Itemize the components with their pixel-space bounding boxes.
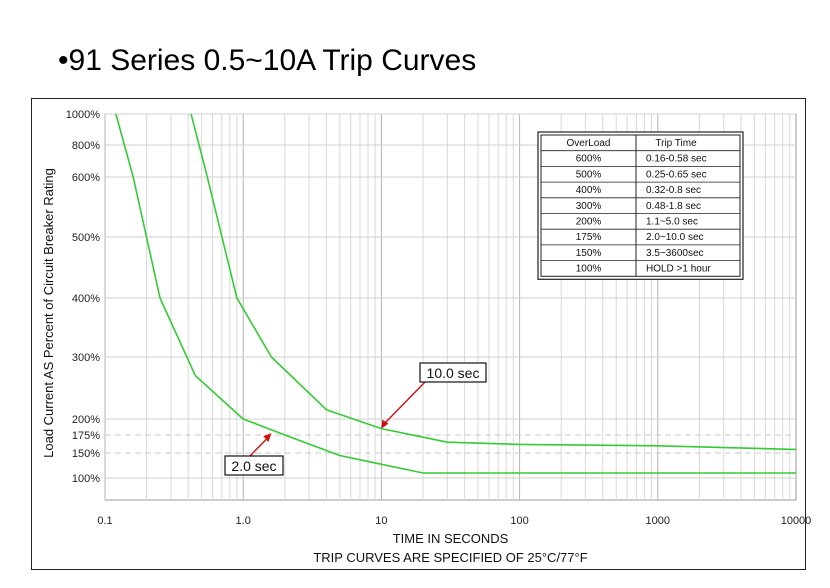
table-cell-overload: 400%: [576, 185, 602, 196]
y-tick-label: 800%: [72, 140, 100, 152]
y-axis-title: Load Current AS Percent of Circuit Break…: [41, 168, 56, 458]
table-header-overload: OverLoad: [567, 138, 611, 149]
callout-arrow-2-sec: [249, 435, 270, 457]
y-tick-label: 150%: [72, 448, 100, 460]
table-outer-border: [537, 131, 744, 280]
chart-frame: [31, 98, 806, 570]
table-cell-overload: 500%: [576, 169, 602, 180]
chart-title: •91 Series 0.5~10A Trip Curves: [58, 44, 477, 77]
callout-box-10-sec: [419, 362, 487, 383]
table-cell-trip-time: 2.0~10.0 sec: [646, 232, 704, 243]
table-cell-overload: 175%: [576, 232, 602, 243]
x-tick-label: 10000: [781, 515, 812, 527]
y-tick-label: 600%: [72, 172, 100, 184]
y-tick-label: 400%: [72, 293, 100, 305]
table-cell-trip-time: 0.48-1.8 sec: [646, 201, 701, 212]
table-cell-overload: 200%: [576, 217, 602, 228]
table-cell-overload: 300%: [576, 201, 602, 212]
curves: [115, 113, 797, 474]
y-tick-label: 500%: [72, 232, 100, 244]
callout-arrowhead-2-sec: [263, 433, 272, 443]
table-cell-overload: 150%: [576, 248, 602, 259]
table-cell-trip-time: 0.32-0.8 sec: [646, 185, 701, 196]
callout-arrow-10-sec: [382, 381, 426, 426]
annotations: 10.0 sec 2.0 sec: [224, 362, 487, 476]
trip-curve-line: [115, 113, 796, 474]
y-tick-label: 1000%: [66, 109, 100, 121]
table-cell-trip-time: HOLD >1 hour: [646, 264, 711, 275]
x-tick-label: 0.1: [97, 515, 112, 527]
y-tick-label: 300%: [72, 352, 100, 364]
x-tick-label: 1000: [646, 515, 670, 527]
x-tick-label: 1.0: [236, 515, 251, 527]
x-tick-label: 10: [375, 515, 387, 527]
trip-curve-line: [190, 113, 797, 451]
table-cell-trip-time: 3.5~3600sec: [646, 248, 704, 259]
table-cell-overload: 100%: [576, 264, 602, 275]
callout-box-2-sec: [224, 455, 284, 476]
table-header-trip-time: Trip Time: [655, 138, 697, 149]
x-tick-label: 100: [510, 515, 528, 527]
x-axis-title: TIME IN SECONDS: [393, 531, 509, 546]
callout-label-10-sec: 10.0 sec: [427, 365, 480, 381]
y-tick-label: 200%: [72, 414, 100, 426]
y-tick-label: 175%: [72, 430, 100, 442]
callout-label-2-sec: 2.0 sec: [231, 458, 276, 474]
y-tick-label: 100%: [72, 473, 100, 485]
axes: 1000%800%600%500%400%300%200%175%150%100…: [41, 109, 811, 565]
callout-arrowhead-10-sec: [381, 419, 389, 429]
table-cell-overload: 600%: [576, 154, 602, 165]
table-cell-trip-time: 0.16-0.58 sec: [646, 154, 707, 165]
table-cell-trip-time: 0.25-0.65 sec: [646, 169, 707, 180]
table-cell-trip-time: 1.1~5.0 sec: [646, 217, 698, 228]
table-inner-border: [540, 134, 741, 277]
x-axis-subtitle: TRIP CURVES ARE SPECIFIED OF 25°C/77°F: [313, 550, 587, 565]
trip-time-table: OverLoad Trip Time 600% 0.16-0.58 sec 500% 0.…: [537, 131, 744, 280]
